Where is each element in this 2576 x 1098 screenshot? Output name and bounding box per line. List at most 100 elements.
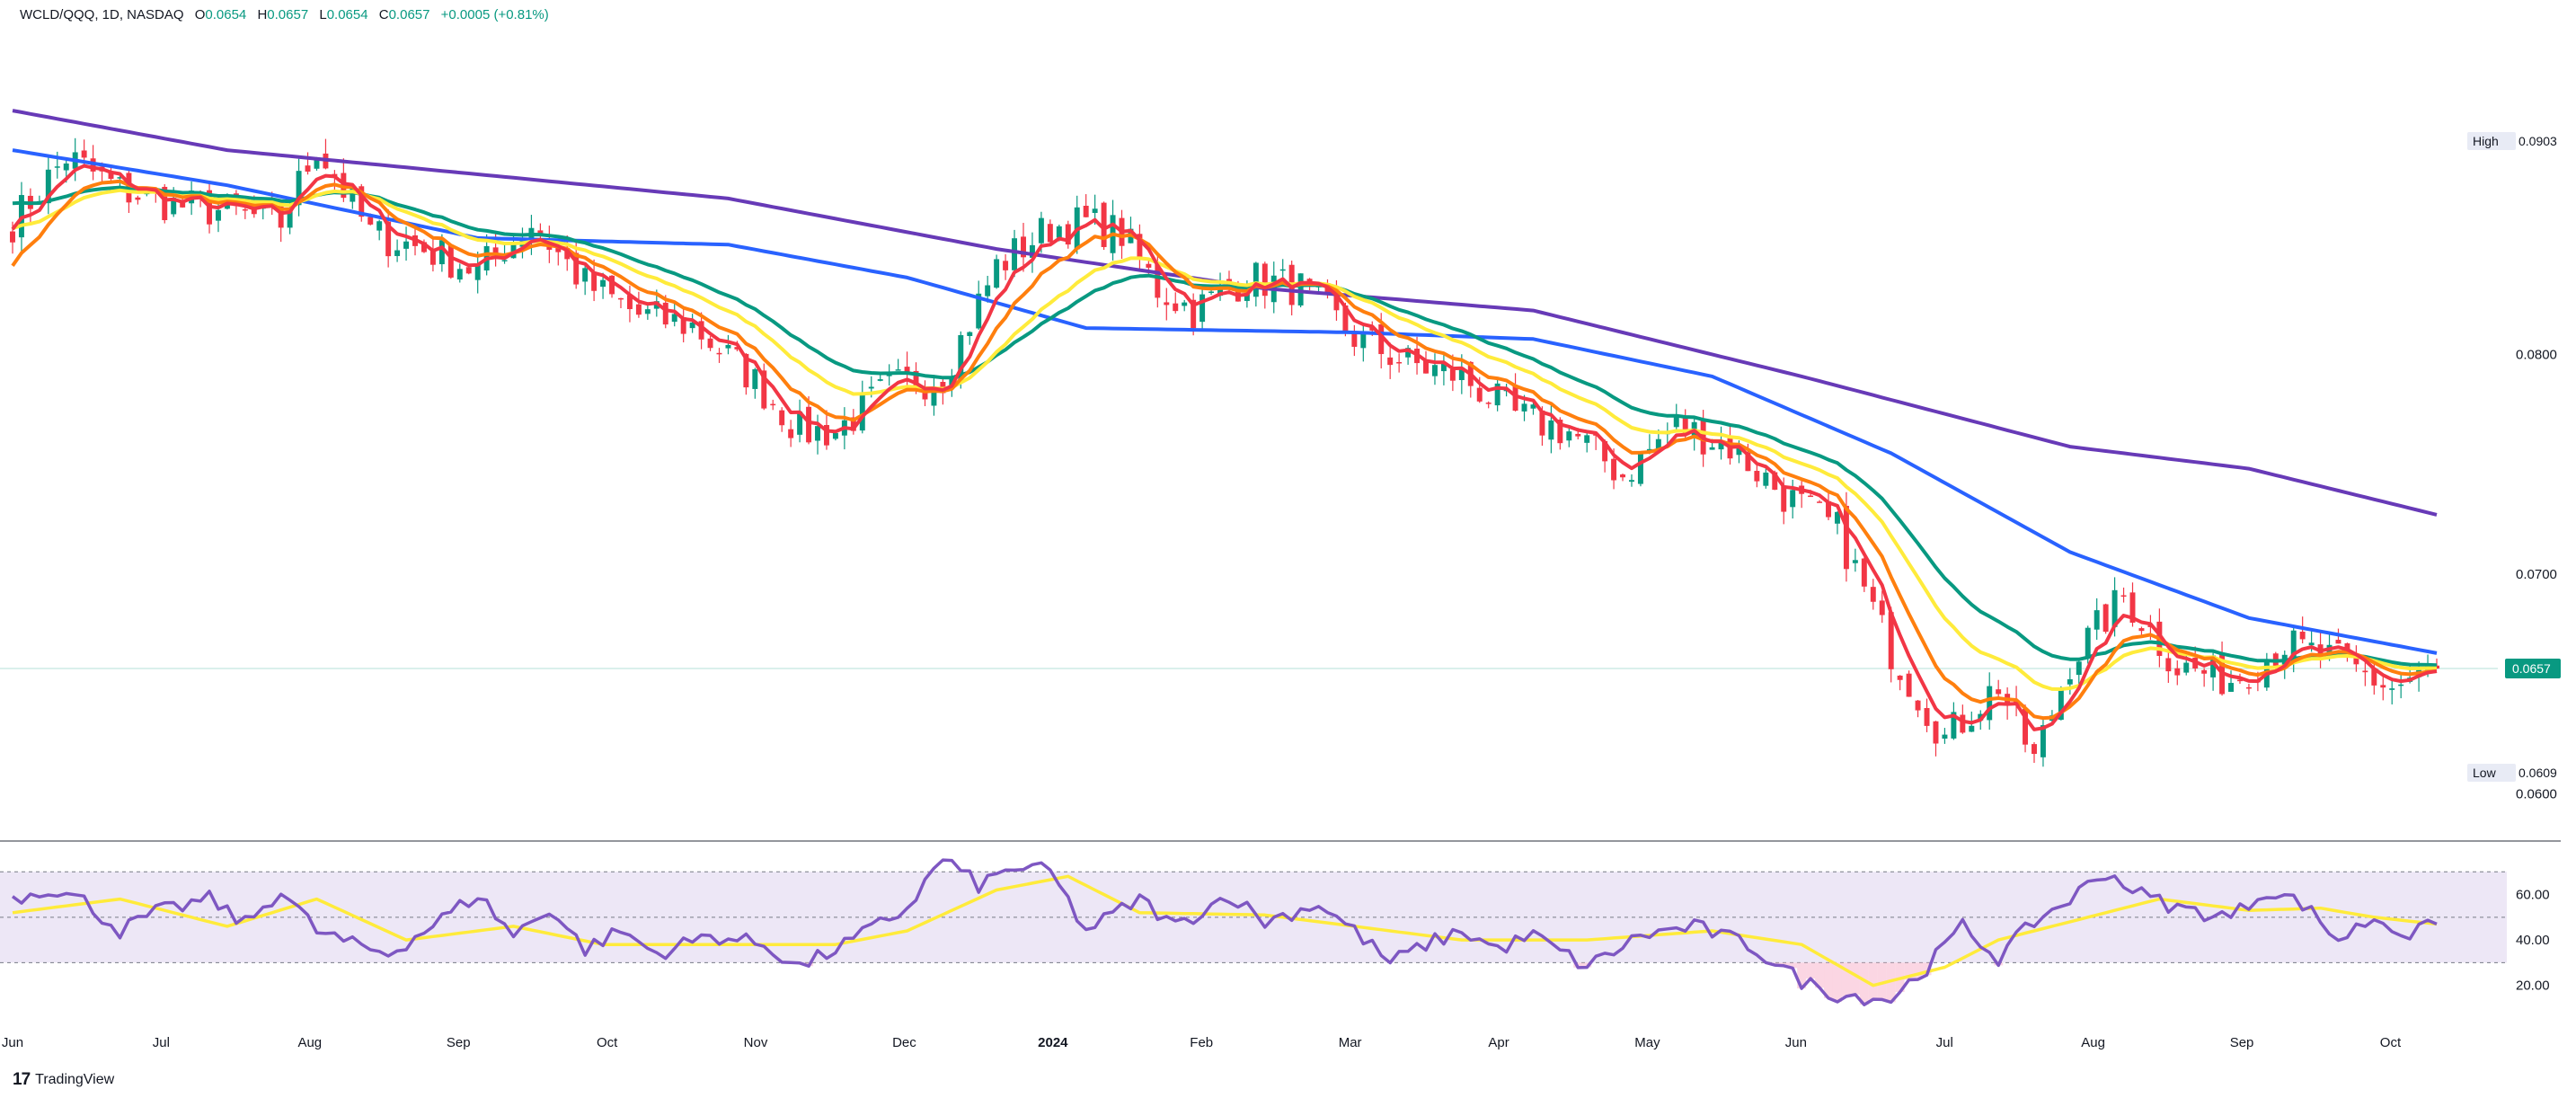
candle-body — [1709, 447, 1715, 450]
rsi-pane[interactable] — [0, 858, 2507, 1006]
high-value: 0.0657 — [267, 7, 309, 22]
symbol-title: WCLD/QQQ, 1D, NASDAQ — [20, 7, 184, 22]
change-value: +0.0005 (+0.81%) — [440, 7, 549, 22]
candle-body — [2102, 604, 2109, 633]
candle-body — [1173, 303, 1179, 312]
candle-body — [492, 247, 499, 254]
time-tick-label: Oct — [2380, 1035, 2402, 1050]
candle-body — [1611, 458, 1617, 481]
candle-body — [1826, 500, 1831, 518]
tradingview-logo-icon: 17 — [13, 1070, 31, 1089]
rsi-oversold-fill — [1904, 962, 1914, 980]
candle-body — [609, 275, 615, 295]
high-tag: High 0.0903 — [2467, 132, 2557, 150]
high-tag-label: High — [2473, 134, 2499, 148]
candle-body — [1012, 238, 1018, 270]
time-tick-label: Sep — [2230, 1035, 2254, 1050]
candle-body — [305, 165, 311, 172]
candle-body — [2308, 642, 2315, 646]
time-axis[interactable]: Jun Jul Aug Sep Oct Nov Dec 2024 Feb Mar Apr May Jun… — [2, 1035, 2402, 1050]
candle-body — [287, 209, 293, 228]
high-label: H — [257, 7, 268, 22]
candle-body — [618, 297, 624, 300]
candle-body — [1369, 327, 1376, 331]
candle-body — [967, 332, 973, 336]
candle-body — [1843, 505, 1849, 570]
candle-body — [868, 386, 874, 389]
candle-body — [1253, 262, 1259, 297]
time-tick-label: Jul — [1936, 1035, 1953, 1050]
candle-body — [367, 217, 374, 225]
candle-body — [832, 432, 838, 439]
ema-line-30 — [12, 185, 2438, 668]
candle-body — [2067, 678, 2073, 685]
ma-line-purple — [12, 109, 2438, 517]
candle-body — [1512, 385, 1518, 412]
rsi-line — [11, 858, 2438, 1006]
candle-body — [761, 370, 767, 409]
candle-body — [2058, 689, 2064, 721]
candle-body — [394, 250, 401, 256]
candle-body — [376, 221, 383, 231]
open-label: O — [194, 7, 206, 22]
candle-body — [251, 208, 257, 215]
candle-body — [117, 177, 123, 179]
candle-body — [1754, 471, 1760, 482]
candle-body — [171, 198, 177, 215]
candle-body — [788, 429, 794, 438]
candle-body — [1655, 438, 1661, 449]
candle-body — [1056, 226, 1062, 238]
candle-body — [1217, 285, 1223, 297]
candle-body — [1861, 558, 1867, 587]
candle-body — [2201, 669, 2208, 674]
candle-body — [2398, 684, 2404, 686]
candle-body — [1808, 495, 1814, 498]
candle-body — [582, 268, 589, 282]
time-tick-label: Dec — [892, 1035, 916, 1050]
candle-body — [54, 166, 60, 168]
candle-body — [1530, 404, 1536, 409]
candle-body — [2120, 595, 2127, 598]
candle-body — [1021, 236, 1026, 258]
candle-body — [438, 240, 445, 265]
time-tick-label: Oct — [597, 1035, 618, 1050]
rsi-axis[interactable]: 60.00 40.00 20.00 — [2516, 888, 2550, 994]
candle-body — [779, 410, 785, 426]
candle-body — [1244, 293, 1250, 301]
candle-body — [1387, 357, 1394, 366]
price-pane[interactable] — [0, 109, 2498, 767]
rsi-oversold-fill — [1859, 962, 1869, 1005]
candle-body — [931, 388, 937, 406]
candle-body — [1870, 587, 1876, 602]
candle-body — [10, 231, 15, 243]
candle-body — [877, 379, 883, 381]
candle-body — [1092, 208, 1098, 213]
candle-body — [1745, 452, 1751, 472]
candle-body — [81, 150, 87, 158]
ema-line-10 — [11, 179, 2438, 721]
low-tag-label: Low — [2473, 766, 2497, 780]
candle-body — [1602, 440, 1608, 462]
candle-body — [1969, 725, 1975, 732]
candle-body — [797, 412, 803, 435]
last-price-label: 0.0657 — [2512, 661, 2551, 676]
candle-body — [1485, 403, 1492, 404]
candle-body — [1575, 433, 1581, 437]
close-value: 0.0657 — [388, 7, 430, 22]
candle-body — [635, 304, 642, 315]
candle-body — [1566, 431, 1572, 441]
time-tick-label: Mar — [1339, 1035, 1362, 1050]
price-axis[interactable]: 0.0800 0.0700 0.0600 High 0.0903 Low 0.0609 0.0… — [2467, 132, 2561, 801]
candle-body — [2210, 655, 2217, 677]
candle-body — [806, 406, 812, 443]
candle-body — [1637, 451, 1643, 484]
candle-body — [1521, 403, 1527, 412]
candle-body — [1476, 387, 1483, 402]
time-tick-label: 2024 — [1038, 1035, 1068, 1050]
candle-body — [555, 247, 562, 252]
tradingview-branding[interactable]: 17 TradingView — [13, 1070, 114, 1090]
candle-body — [1440, 362, 1447, 372]
candle-body — [1279, 269, 1286, 271]
candle-body — [1261, 263, 1268, 297]
